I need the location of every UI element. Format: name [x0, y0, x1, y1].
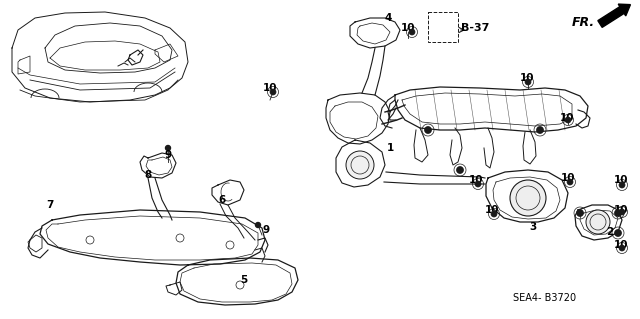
Text: 10: 10	[401, 23, 415, 33]
FancyBboxPatch shape	[428, 12, 458, 42]
Circle shape	[577, 210, 584, 217]
Circle shape	[614, 229, 621, 236]
Text: 10: 10	[263, 83, 277, 93]
Text: 10: 10	[468, 175, 483, 185]
Circle shape	[456, 167, 463, 174]
Text: 4: 4	[384, 13, 392, 23]
Circle shape	[510, 180, 546, 216]
Circle shape	[567, 179, 573, 185]
Text: 1: 1	[387, 143, 394, 153]
Circle shape	[536, 127, 543, 133]
Text: 7: 7	[46, 200, 54, 210]
Text: 10: 10	[614, 205, 628, 215]
Text: 10: 10	[614, 175, 628, 185]
Text: SEA4- B3720: SEA4- B3720	[513, 293, 577, 303]
Circle shape	[270, 89, 276, 95]
Circle shape	[424, 127, 431, 133]
Circle shape	[565, 117, 571, 123]
Circle shape	[614, 210, 621, 217]
Text: 2: 2	[606, 227, 614, 237]
FancyArrow shape	[598, 4, 630, 27]
Text: FR.: FR.	[572, 16, 595, 28]
Circle shape	[475, 181, 481, 187]
Circle shape	[166, 145, 170, 151]
Circle shape	[346, 151, 374, 179]
Text: 9: 9	[262, 225, 269, 235]
Circle shape	[491, 211, 497, 217]
Text: 10: 10	[614, 240, 628, 250]
Text: 5: 5	[241, 275, 248, 285]
Text: 10: 10	[561, 173, 575, 183]
Circle shape	[525, 79, 531, 85]
Text: 6: 6	[218, 195, 226, 205]
Text: B-37: B-37	[461, 23, 490, 33]
Circle shape	[437, 19, 443, 25]
Circle shape	[409, 29, 415, 35]
Text: 3: 3	[529, 222, 536, 232]
Circle shape	[619, 209, 625, 215]
Text: 10: 10	[520, 73, 534, 83]
Circle shape	[619, 245, 625, 251]
Text: 9: 9	[164, 150, 172, 160]
Text: 10: 10	[484, 205, 499, 215]
Circle shape	[586, 210, 610, 234]
Circle shape	[255, 222, 260, 227]
Circle shape	[619, 182, 625, 188]
Text: 10: 10	[560, 113, 574, 123]
Text: 8: 8	[145, 170, 152, 180]
